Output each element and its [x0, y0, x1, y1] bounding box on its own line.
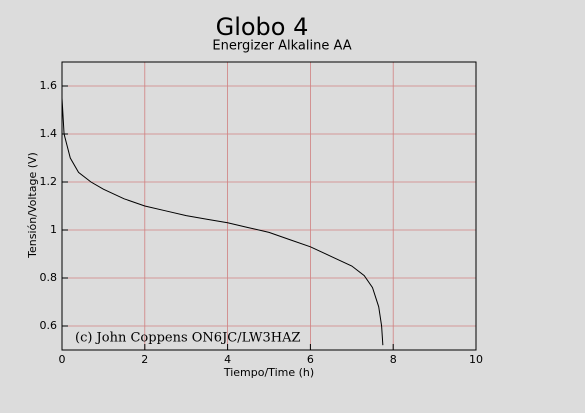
y-tick-label: 1.6 [40, 79, 58, 92]
data-line [61, 97, 384, 346]
y-tick-label: 1 [50, 223, 57, 236]
x-tick-label: 6 [307, 353, 314, 366]
y-tick-label: 1.4 [40, 127, 58, 140]
x-tick-label: 4 [224, 353, 231, 366]
plot-frame [61, 61, 477, 351]
annotation: (c) John Coppens ON6JC/LW3HAZ [75, 331, 301, 346]
chart-subtitle: Energizer Alkaline AA [212, 39, 351, 54]
y-tick-label: 0.8 [40, 271, 58, 284]
chart-title: Globo 4 [216, 13, 309, 41]
x-axis-label: Tiempo/Time (h) [223, 366, 314, 379]
x-tick-label: 10 [469, 353, 483, 366]
y-tick-label: 0.6 [40, 319, 58, 332]
y-tick-label: 1.2 [40, 175, 58, 188]
x-tick-label: 0 [59, 353, 66, 366]
x-tick-label: 2 [141, 353, 148, 366]
x-tick-label: 8 [390, 353, 397, 366]
y-axis-label: Tensión/Voltage (V) [26, 152, 39, 259]
